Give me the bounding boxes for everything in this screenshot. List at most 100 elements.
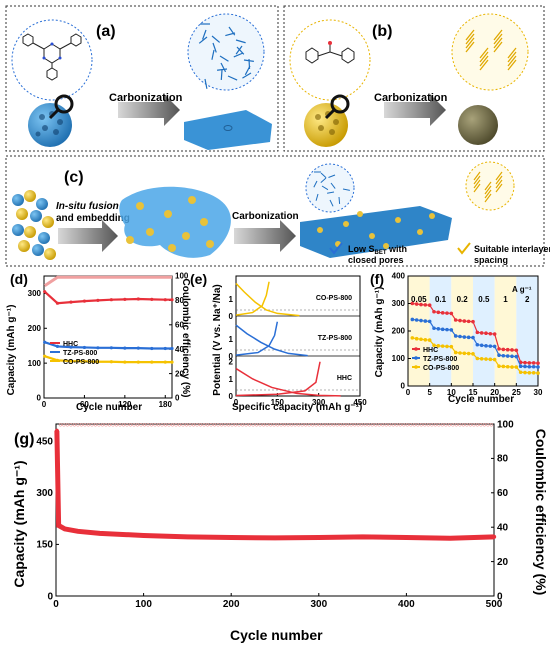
- ce-point: [146, 423, 150, 427]
- embedded-particle: [136, 202, 144, 210]
- ce-point: [261, 423, 266, 427]
- f-xlabel: Cycle number: [448, 394, 514, 405]
- legend-yellow-line2: spacing: [474, 255, 508, 265]
- data-point: [453, 350, 458, 355]
- y-tick-label: 200: [392, 327, 406, 336]
- closed-pore-layer: [342, 188, 350, 191]
- data-point: [56, 523, 61, 528]
- chart-d: 0 60 120 1800100200300020406080100HHCTZ-PS-…: [28, 272, 189, 409]
- ce-point: [349, 423, 353, 427]
- ce-point: [297, 423, 301, 427]
- data-point: [55, 301, 60, 305]
- ce-point: [314, 423, 318, 427]
- data-point: [466, 351, 471, 356]
- ce-point: [265, 423, 269, 427]
- ce-point: [184, 423, 189, 427]
- embedded-particle: [206, 240, 214, 248]
- data-point: [109, 346, 113, 350]
- ce-point: [275, 423, 280, 427]
- x-tick-label: 25: [512, 388, 521, 397]
- ce-point: [230, 423, 234, 427]
- benzophenone-molecule-icon: [305, 44, 355, 64]
- data-point: [96, 360, 100, 364]
- sheet-particle: [417, 229, 423, 235]
- data-point: [440, 311, 445, 315]
- ce-point: [430, 423, 434, 427]
- y-tick-label: 450: [36, 437, 53, 448]
- discharge-curve-TZ-PS-800: [235, 324, 308, 357]
- data-point: [419, 318, 423, 323]
- carbon-layer: [235, 39, 246, 44]
- capacity-line-HHC: [43, 290, 172, 305]
- ce-point: [300, 423, 304, 427]
- graphitic-layer: [479, 55, 489, 67]
- rate-band: [516, 276, 538, 386]
- fused-blue-matrix: [119, 186, 231, 258]
- data-point: [163, 346, 167, 351]
- data-point: [523, 360, 527, 365]
- ce-point: [219, 423, 224, 427]
- ce-point: [279, 423, 283, 427]
- porous-blue-sphere: [28, 103, 72, 147]
- d-y2label: Coulombic efficiency (%): [180, 279, 191, 398]
- panel-a-frame: [5, 5, 279, 152]
- carbon-layer: [235, 45, 243, 55]
- ce-point: [209, 423, 213, 427]
- data-point: [170, 360, 174, 364]
- graphitic-layer: [479, 59, 489, 71]
- ce-point: [121, 423, 126, 427]
- data-point: [43, 340, 47, 344]
- data-point: [471, 352, 475, 356]
- data-point: [410, 301, 415, 306]
- data-point: [82, 359, 87, 363]
- data-point: [458, 318, 462, 323]
- rate-label: 0.2: [457, 295, 469, 304]
- ce-point: [244, 423, 248, 427]
- ce-point: [237, 423, 241, 427]
- closed-pore-layers: [313, 171, 350, 207]
- ce-point: [174, 423, 178, 427]
- x-tick-label: 0: [42, 400, 47, 409]
- y-tick-label: 0: [229, 312, 234, 321]
- y-tick-label: 400: [392, 272, 406, 281]
- data-point: [436, 344, 441, 348]
- data-point: [518, 364, 523, 369]
- ce-point: [286, 423, 290, 427]
- ce-point: [482, 423, 487, 427]
- legend-marker: [414, 347, 418, 351]
- rate-label: 0.1: [435, 295, 447, 304]
- ce-point: [205, 423, 210, 427]
- data-point: [497, 353, 501, 358]
- data-point: [436, 327, 441, 331]
- ce-point: [111, 423, 115, 427]
- interlayer-layer: [473, 179, 481, 189]
- y-tick-label: 0: [37, 394, 42, 403]
- data-point: [510, 348, 514, 352]
- ce-point: [307, 423, 311, 427]
- x-tick-label: 300: [310, 599, 327, 610]
- ce-point: [360, 423, 364, 427]
- closed-pore-layer: [329, 199, 334, 207]
- data-point: [432, 309, 436, 314]
- ce-point: [293, 423, 297, 427]
- graphitic-layer: [479, 47, 489, 59]
- y-tick-label: 200: [28, 324, 42, 333]
- plot-frame: [55, 423, 495, 597]
- ce-point: [69, 423, 73, 427]
- data-point: [150, 360, 154, 364]
- graphitic-layer: [507, 59, 517, 71]
- data-point: [404, 535, 409, 540]
- carbon-layer: [198, 36, 208, 44]
- data-point: [185, 534, 190, 540]
- data-point: [458, 351, 462, 355]
- sheet-yellow-dots: [317, 211, 435, 249]
- data-point: [360, 534, 365, 540]
- nitrogen-atoms: [42, 42, 62, 60]
- interlayer-layer: [484, 189, 492, 199]
- legend-label: CO-PS-800: [63, 359, 99, 366]
- data-point: [510, 354, 514, 359]
- data-point: [136, 346, 140, 350]
- panel-g-letter: (g): [14, 431, 34, 448]
- panel-e-letter: (e): [190, 271, 207, 287]
- x-tick-label: 20: [490, 388, 499, 397]
